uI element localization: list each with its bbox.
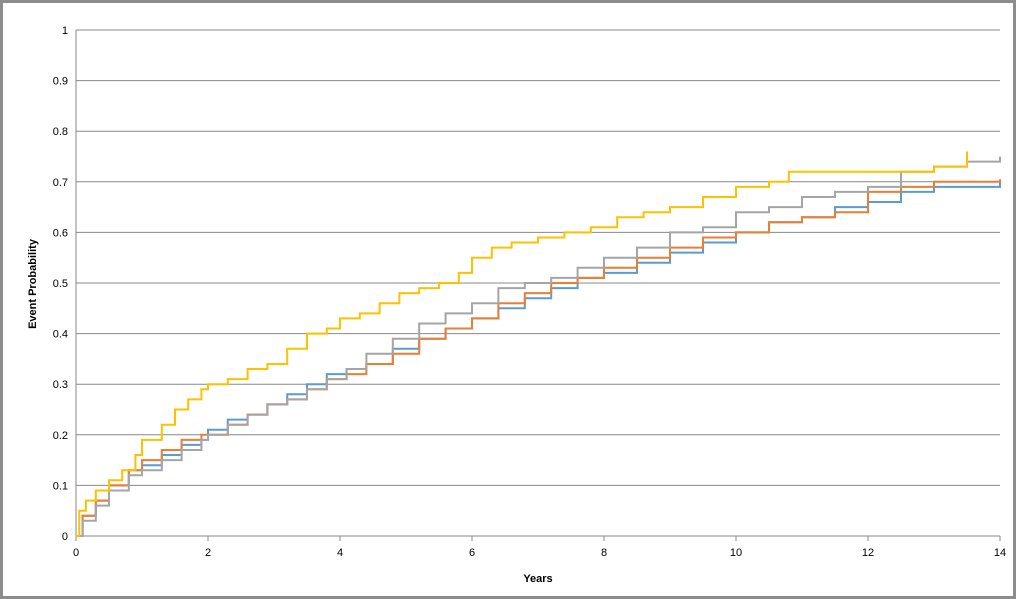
x-tick-label: 8 — [601, 547, 607, 559]
y-axis-title: Event Probability — [27, 238, 39, 329]
y-tick-label: 1 — [62, 25, 68, 37]
tick-labels: 00.10.20.30.40.50.60.70.80.910 2 4 6 8 10 12 14 — [53, 25, 1006, 559]
y-tick-label: 0.8 — [53, 126, 68, 138]
x-tick-label: 4 — [337, 547, 343, 559]
series-line-1 — [76, 181, 1001, 537]
x-tick-label: 6 — [469, 547, 475, 559]
x-tick-label: 12 — [862, 547, 874, 559]
y-tick-label: 0.1 — [53, 480, 68, 492]
y-tick-label: 0.6 — [53, 227, 68, 239]
y-tick-label: 0.2 — [53, 430, 68, 442]
gridlines — [76, 29, 1000, 486]
axes — [75, 30, 1001, 541]
y-tick-label: 0.3 — [53, 379, 68, 391]
y-tick-label: 0.5 — [53, 278, 68, 290]
series-lines — [76, 151, 1001, 537]
y-tick-label: 0.4 — [53, 329, 68, 341]
series-line-4 — [76, 151, 968, 537]
x-tick-label: 10 — [730, 547, 742, 559]
y-tick-label: 0 — [62, 531, 68, 543]
x-tick-label: 2 — [205, 547, 211, 559]
x-tick-label: 14 — [994, 547, 1006, 559]
x-axis-title: Years — [523, 573, 552, 585]
y-tick-label: 0.7 — [53, 177, 68, 189]
x-tick-label: 0 — [73, 547, 79, 559]
y-tick-label: 0.9 — [53, 76, 68, 88]
series-line-3 — [76, 156, 1001, 537]
